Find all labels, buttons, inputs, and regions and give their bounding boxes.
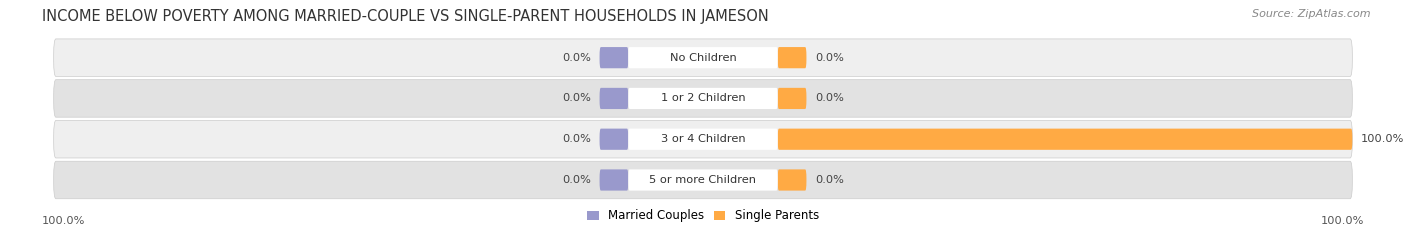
FancyBboxPatch shape (599, 129, 628, 150)
Text: 0.0%: 0.0% (562, 175, 591, 185)
Text: 0.0%: 0.0% (815, 53, 844, 63)
FancyBboxPatch shape (53, 39, 1353, 76)
Legend: Married Couples, Single Parents: Married Couples, Single Parents (582, 205, 824, 227)
FancyBboxPatch shape (628, 129, 778, 150)
FancyBboxPatch shape (778, 88, 807, 109)
Text: 3 or 4 Children: 3 or 4 Children (661, 134, 745, 144)
FancyBboxPatch shape (778, 169, 807, 191)
FancyBboxPatch shape (628, 169, 778, 191)
Text: 1 or 2 Children: 1 or 2 Children (661, 93, 745, 103)
Text: 0.0%: 0.0% (562, 53, 591, 63)
Text: 100.0%: 100.0% (1361, 134, 1405, 144)
FancyBboxPatch shape (778, 47, 807, 68)
Text: Source: ZipAtlas.com: Source: ZipAtlas.com (1253, 9, 1371, 19)
Text: INCOME BELOW POVERTY AMONG MARRIED-COUPLE VS SINGLE-PARENT HOUSEHOLDS IN JAMESON: INCOME BELOW POVERTY AMONG MARRIED-COUPL… (42, 9, 769, 24)
FancyBboxPatch shape (599, 169, 628, 191)
FancyBboxPatch shape (628, 88, 778, 109)
FancyBboxPatch shape (599, 88, 628, 109)
FancyBboxPatch shape (53, 80, 1353, 117)
Text: 100.0%: 100.0% (42, 216, 86, 226)
Text: No Children: No Children (669, 53, 737, 63)
FancyBboxPatch shape (628, 47, 778, 68)
FancyBboxPatch shape (53, 161, 1353, 199)
Text: 0.0%: 0.0% (815, 175, 844, 185)
FancyBboxPatch shape (599, 47, 628, 68)
Text: 0.0%: 0.0% (815, 93, 844, 103)
Text: 0.0%: 0.0% (562, 134, 591, 144)
Text: 100.0%: 100.0% (1320, 216, 1364, 226)
Text: 5 or more Children: 5 or more Children (650, 175, 756, 185)
FancyBboxPatch shape (778, 129, 1353, 150)
Text: 0.0%: 0.0% (562, 93, 591, 103)
FancyBboxPatch shape (53, 120, 1353, 158)
